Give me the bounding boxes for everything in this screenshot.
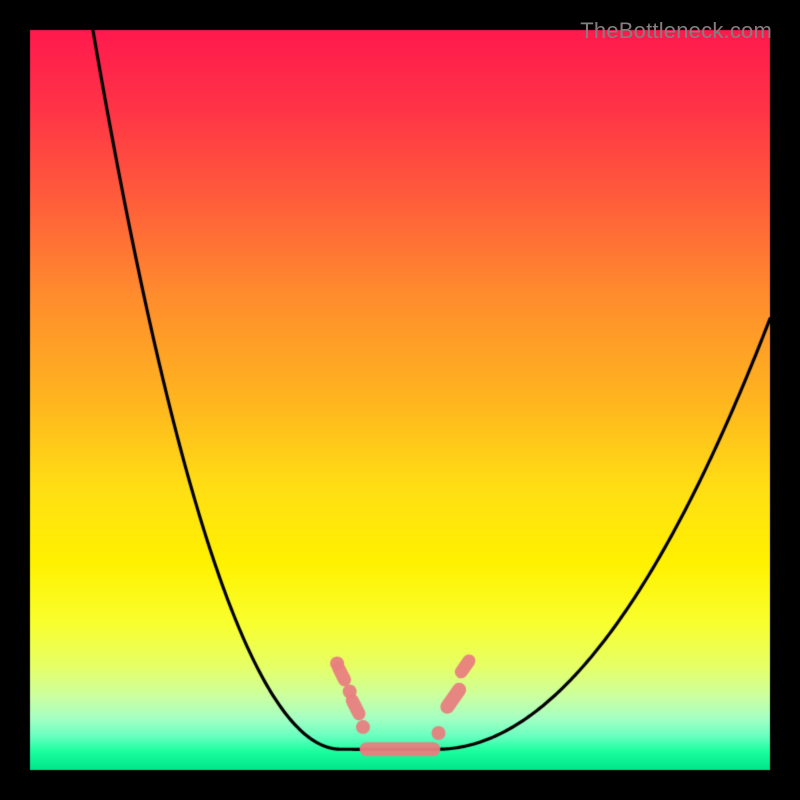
bottleneck-chart-canvas [0,0,800,800]
chart-root: TheBottleneck.com [0,0,800,800]
watermark-text: TheBottleneck.com [580,18,772,44]
